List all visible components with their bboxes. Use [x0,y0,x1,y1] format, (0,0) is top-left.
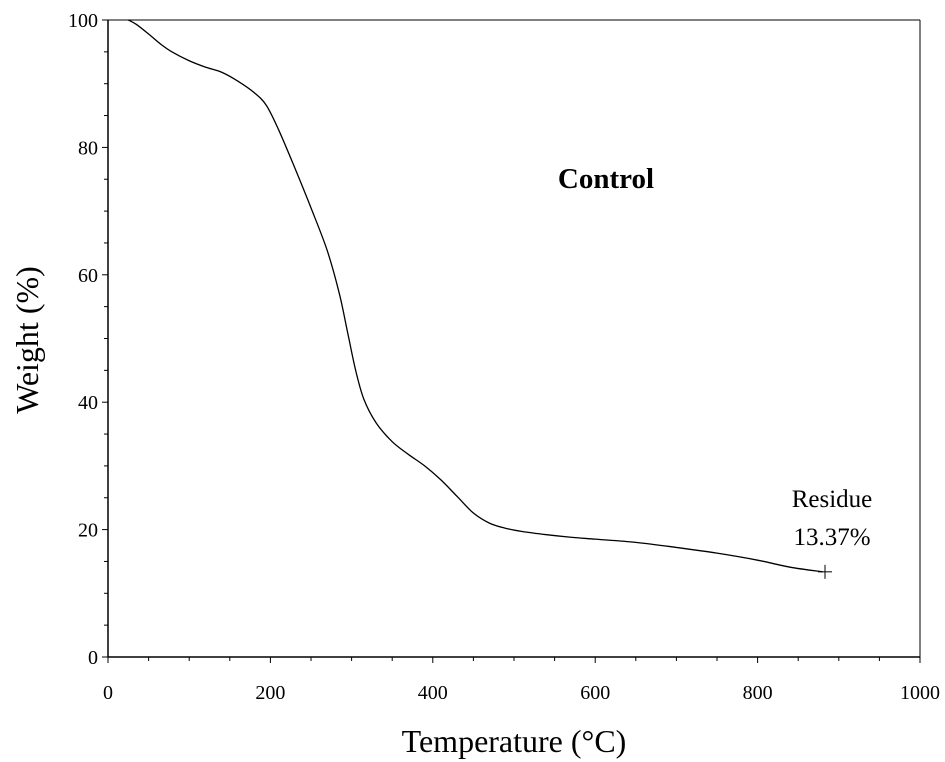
residue-value: 13.37% [793,524,870,551]
y-tick-label: 20 [78,520,98,542]
residue-label: Residue [792,486,873,513]
x-tick-label: 200 [255,682,285,704]
x-tick-label: 600 [580,682,610,704]
y-tick-label: 0 [88,647,98,669]
y-tick-label: 60 [78,265,98,287]
x-tick-label: 400 [418,682,448,704]
x-tick-label: 800 [743,682,773,704]
plot-frame [107,19,921,658]
y-tick-label: 80 [78,137,98,159]
x-tick-label: 1000 [900,682,940,704]
series-line-0 [127,19,823,573]
y-axis-ticks: 0 20 40 60 80 100 [68,10,108,669]
residue-marker [817,564,832,579]
y-axis-title: Weight (%) [9,266,45,414]
series-layer [127,19,832,579]
y-tick-label: 40 [78,392,98,414]
x-axis-title: Temperature (°C) [402,723,627,759]
x-axis-ticks: 0 200 400 600 800 1000 [103,657,940,704]
y-tick-label: 100 [68,10,98,32]
control-label: Control [558,163,654,195]
x-tick-label: 0 [103,682,113,704]
